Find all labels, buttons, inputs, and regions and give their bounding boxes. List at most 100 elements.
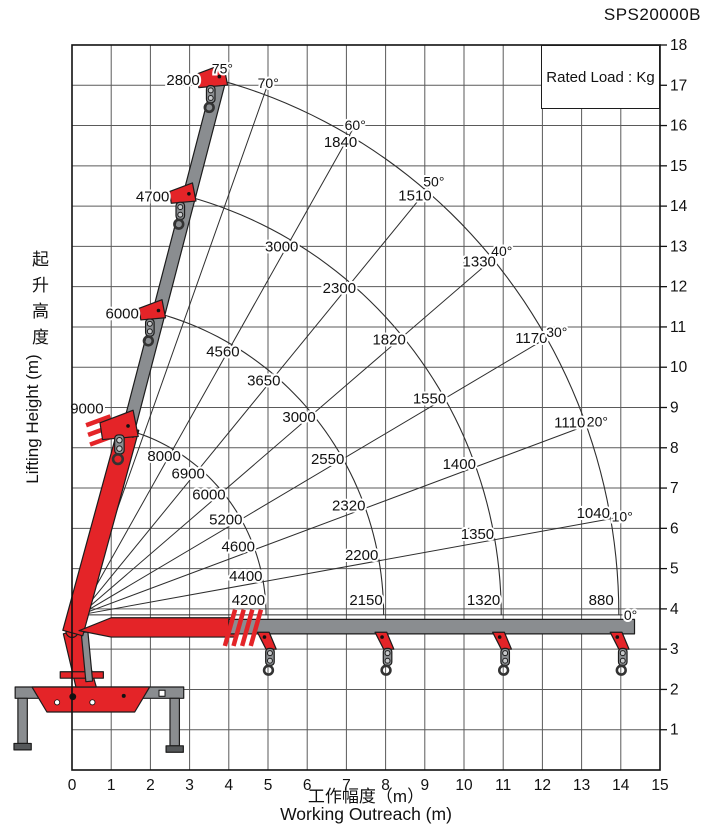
load-label: 880 — [589, 592, 614, 609]
load-label: 1320 — [467, 592, 500, 609]
telescope-mark — [222, 609, 238, 647]
load-label: 2200 — [345, 547, 378, 564]
axes: 0 1 2 3 4 5 6 7 8 9 10 11 12 13 14 15123456789101112131… — [66, 35, 690, 796]
x-tick-label: 1 — [107, 777, 116, 794]
y-tick-label: 10 — [670, 359, 688, 376]
x-tick-label: 6 — [303, 777, 312, 794]
x-tick-label: 8 — [381, 777, 390, 794]
load-label: 1170 — [515, 330, 547, 347]
load-label: 2300 — [323, 280, 356, 297]
telescope-mark — [248, 609, 264, 647]
boom-extension-4-arc — [219, 79, 620, 615]
load-label: 4560 — [206, 343, 239, 360]
hook-icon — [497, 664, 510, 676]
angle-label: 30° — [546, 324, 567, 340]
load-label: 1040 — [577, 505, 610, 522]
load-label: 3000 — [265, 239, 298, 256]
y-tick-label: 18 — [670, 37, 687, 54]
y-tick-label: 11 — [670, 319, 686, 336]
load-label: 1550 — [413, 390, 446, 407]
load-label: 4200 — [232, 592, 265, 609]
load-label: 6000 — [192, 487, 225, 504]
telescope-mark — [239, 609, 255, 647]
load-label: 6900 — [172, 465, 205, 482]
x-axis-title-cn: 工作幅度（m） — [307, 787, 425, 806]
x-tick-label: 5 — [264, 777, 273, 794]
x-tick-label: 4 — [224, 777, 233, 794]
x-tick-label: 9 — [420, 777, 429, 794]
hook-icon — [262, 664, 275, 676]
x-tick-label: 11 — [495, 777, 511, 794]
y-tick-label: 17 — [670, 77, 687, 94]
hook-icon — [111, 452, 125, 466]
load-label: 3650 — [247, 373, 280, 390]
x-axis-title-en: Working Outreach (m) — [280, 804, 452, 824]
y-axis-title-en: Lifting Height (m) — [23, 354, 42, 484]
y-tick-label: 3 — [670, 641, 679, 658]
angle-label: 40° — [491, 243, 512, 259]
load-label: 1350 — [461, 526, 494, 543]
x-tick-label: 13 — [573, 777, 590, 794]
load-label: 1330 — [463, 254, 496, 271]
y-tick-label: 14 — [670, 198, 688, 215]
load-label: 2800 — [166, 72, 199, 89]
load-label: 1400 — [443, 456, 476, 473]
hook-icon — [380, 664, 392, 676]
model-title: SPS20000B — [603, 5, 701, 24]
y-tick-label: 13 — [670, 238, 687, 255]
x-tick-label: 3 — [185, 777, 194, 794]
load-label: 1110 — [554, 415, 585, 432]
load-label: 4700 — [136, 189, 169, 206]
load-label: 2150 — [349, 592, 382, 609]
y-tick-label: 4 — [670, 601, 679, 618]
angle-label: 75° — [212, 60, 233, 76]
x-tick-label: 12 — [534, 777, 551, 794]
rated-load-legend-text: Rated Load : Kg — [546, 68, 655, 86]
hook-icon — [142, 335, 155, 347]
angle-label: 10° — [612, 509, 633, 525]
y-tick-label: 7 — [670, 480, 679, 497]
boom-extension-2-arc — [158, 312, 385, 615]
y-tick-label: 8 — [670, 440, 679, 457]
x-tick-label: 10 — [455, 777, 473, 794]
hook-icon — [615, 664, 627, 676]
y-tick-label: 2 — [670, 681, 679, 698]
load-label: 2320 — [332, 497, 365, 514]
y-tick-label: 15 — [670, 158, 687, 175]
y-tick-label: 9 — [670, 399, 679, 416]
telescope-mark — [85, 414, 112, 428]
telescope-mark — [231, 609, 246, 647]
y-tick-label: 1 — [670, 722, 679, 739]
load-label: 9000 — [70, 400, 103, 417]
y-tick-label: 6 — [670, 520, 679, 537]
load-label: 5200 — [209, 511, 242, 528]
angle-label: 20° — [587, 413, 608, 429]
x-tick-label: 2 — [146, 777, 155, 794]
x-tick-label: 15 — [651, 777, 668, 794]
grid — [71, 44, 661, 770]
load-label: 4600 — [222, 539, 255, 556]
hook-icon — [203, 101, 215, 114]
angle-label: 50° — [423, 173, 444, 189]
y-axis-title-cn: 起升高度 — [29, 250, 48, 354]
boom-extension-3-arc — [188, 196, 502, 615]
angle-label: 70° — [258, 75, 279, 91]
load-label: 6000 — [105, 305, 138, 322]
y-tick-label: 5 — [670, 561, 679, 578]
load-label: 1820 — [372, 331, 405, 348]
load-label: 8000 — [147, 448, 180, 465]
x-tick-label: 0 — [68, 777, 77, 794]
load-label: 1840 — [324, 134, 357, 151]
x-tick-label: 7 — [342, 777, 351, 794]
load-label: 3000 — [282, 409, 315, 426]
boom-extension-1-arc — [127, 429, 267, 615]
hook-icon — [173, 218, 185, 230]
load-label: 4400 — [229, 568, 262, 585]
x-tick-label: 14 — [612, 777, 630, 794]
load-label: 2550 — [311, 451, 344, 468]
load-label: 1510 — [398, 188, 431, 205]
y-tick-label: 12 — [670, 279, 687, 296]
